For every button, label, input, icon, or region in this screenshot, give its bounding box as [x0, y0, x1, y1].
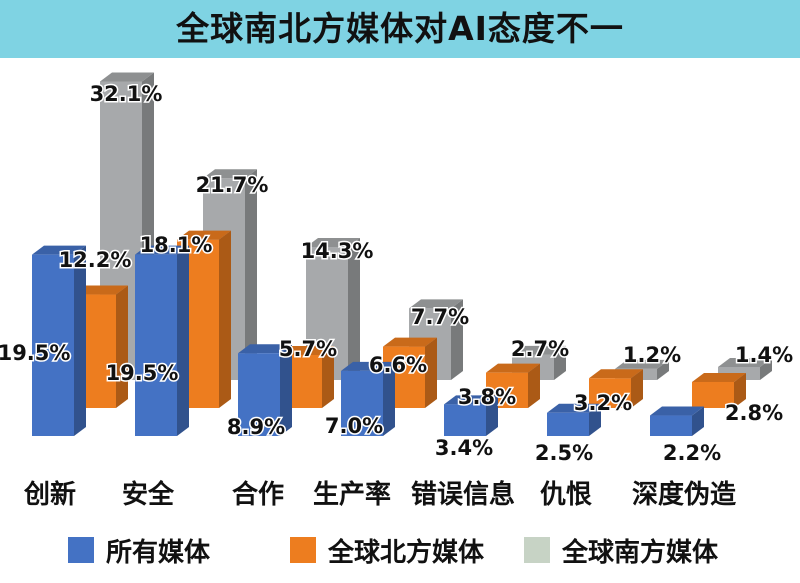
- bar-side-all-media-4: [486, 395, 498, 436]
- bar-top-south-media-6: [718, 357, 772, 367]
- bar-side-south-media-6: [760, 357, 772, 380]
- data-label-north-media-0: 12.2%: [59, 248, 132, 272]
- bar-all-media-3: [341, 370, 383, 436]
- bar-side-south-media-5: [657, 359, 669, 380]
- data-label-south-media-5: 1.2%: [623, 343, 681, 367]
- bar-side-north-media-5: [631, 369, 643, 408]
- bar-side-north-media-6: [734, 372, 746, 408]
- bar-top-north-media-1: [177, 230, 231, 240]
- legend-item-all-media: 所有媒体: [68, 530, 210, 570]
- legend-swatch-north-media: [290, 537, 316, 563]
- data-label-all-media-0: 19.5%: [0, 341, 70, 365]
- bar-top-north-media-0: [74, 285, 128, 295]
- bar-top-north-media-5: [589, 369, 643, 379]
- bar-side-north-media-1: [219, 230, 231, 408]
- bar-all-media-2: [238, 353, 280, 436]
- data-label-north-media-2: 5.7%: [279, 337, 337, 361]
- category-label-1: 安全: [122, 479, 175, 510]
- bar-top-all-media-2: [238, 344, 292, 354]
- data-label-north-media-6: 2.8%: [725, 401, 783, 425]
- legend-label-all-media: 所有媒体: [106, 537, 211, 568]
- legend-label-north-media: 全球北方媒体: [328, 537, 485, 568]
- data-label-all-media-1: 19.5%: [106, 361, 179, 385]
- bar-top-all-media-6: [650, 406, 704, 416]
- bar-north-media-5: [589, 378, 631, 408]
- bar-top-all-media-4: [444, 395, 498, 405]
- data-label-all-media-5: 2.5%: [535, 441, 593, 465]
- bar-side-all-media-6: [692, 406, 704, 436]
- category-label-6: 深度伪造: [632, 479, 736, 510]
- data-label-north-media-5: 3.2%: [574, 391, 632, 415]
- bar-chart: 19.5% 19.5% 8.9% 7.0% 3.4% 2.5% 2.2% 12.2% 18.1%…: [0, 72, 795, 510]
- bar-side-all-media-1: [177, 245, 189, 436]
- bar-top-south-media-3: [409, 299, 463, 309]
- legend-swatch-all-media: [68, 537, 94, 563]
- bar-top-south-media-2: [306, 238, 360, 248]
- bar-top-south-media-1: [203, 169, 257, 179]
- category-label-2: 合作: [232, 479, 284, 510]
- category-label-5: 仇恨: [540, 480, 592, 510]
- data-label-south-media-2: 14.3%: [301, 239, 374, 263]
- bar-side-all-media-2: [280, 344, 292, 436]
- data-label-south-media-4: 2.7%: [511, 337, 569, 361]
- data-label-north-media-1: 18.1%: [140, 233, 213, 257]
- legend-swatch-south-media: [524, 537, 550, 563]
- bar-top-north-media-2: [280, 345, 334, 355]
- bar-top-north-media-3: [383, 337, 437, 347]
- bar-side-north-media-3: [425, 337, 437, 408]
- category-label-3: 生产率: [313, 479, 391, 510]
- legend: 所有媒体 全球北方媒体 全球南方媒体: [0, 530, 800, 570]
- bar-top-all-media-0: [32, 245, 86, 255]
- data-label-all-media-2: 8.9%: [227, 415, 285, 439]
- bar-top-all-media-5: [547, 403, 601, 413]
- bar-all-media-4: [444, 404, 486, 436]
- data-label-south-media-1: 21.7%: [196, 173, 269, 197]
- bar-side-all-media-5: [589, 403, 601, 436]
- bar-side-north-media-4: [528, 363, 540, 408]
- bar-side-all-media-0: [74, 245, 86, 436]
- bar-side-south-media-3: [451, 299, 463, 380]
- legend-item-north-media: 全球北方媒体: [290, 530, 484, 570]
- bar-top-south-media-4: [512, 345, 566, 355]
- bar-all-media-0: [32, 254, 74, 436]
- bar-all-media-6: [650, 415, 692, 436]
- data-label-north-media-4: 3.8%: [458, 385, 516, 409]
- bar-top-north-media-4: [486, 363, 540, 373]
- bar-all-media-1: [135, 254, 177, 436]
- data-label-south-media-6: 1.4%: [735, 343, 793, 367]
- data-label-north-media-3: 6.6%: [369, 353, 427, 377]
- category-label-0: 创新: [23, 479, 76, 510]
- bar-side-north-media-0: [116, 285, 128, 408]
- bar-all-media-5: [547, 412, 589, 436]
- data-label-south-media-0: 32.1%: [90, 82, 163, 106]
- data-label-all-media-6: 2.2%: [663, 441, 721, 465]
- bar-side-south-media-1: [245, 169, 257, 380]
- chart-title: 全球南北方媒体对AI态度不一: [176, 9, 624, 48]
- bar-top-south-media-5: [615, 359, 669, 369]
- bar-side-south-media-4: [554, 345, 566, 380]
- bar-side-south-media-2: [348, 238, 360, 380]
- legend-item-south-media: 全球南方媒体: [524, 530, 718, 570]
- legend-label-south-media: 全球南方媒体: [562, 537, 719, 568]
- bar-side-all-media-3: [383, 361, 395, 436]
- data-label-all-media-3: 7.0%: [325, 414, 383, 438]
- bar-side-north-media-2: [322, 345, 334, 408]
- data-label-all-media-4: 3.4%: [435, 436, 493, 460]
- bar-north-media-6: [692, 381, 734, 408]
- bar-top-north-media-6: [692, 372, 746, 382]
- bar-top-south-media-0: [100, 72, 154, 82]
- category-label-4: 错误信息: [411, 479, 515, 510]
- title-bar: [0, 0, 800, 58]
- bar-top-all-media-1: [135, 245, 189, 255]
- bar-top-all-media-3: [341, 361, 395, 371]
- data-label-south-media-3: 7.7%: [411, 305, 469, 329]
